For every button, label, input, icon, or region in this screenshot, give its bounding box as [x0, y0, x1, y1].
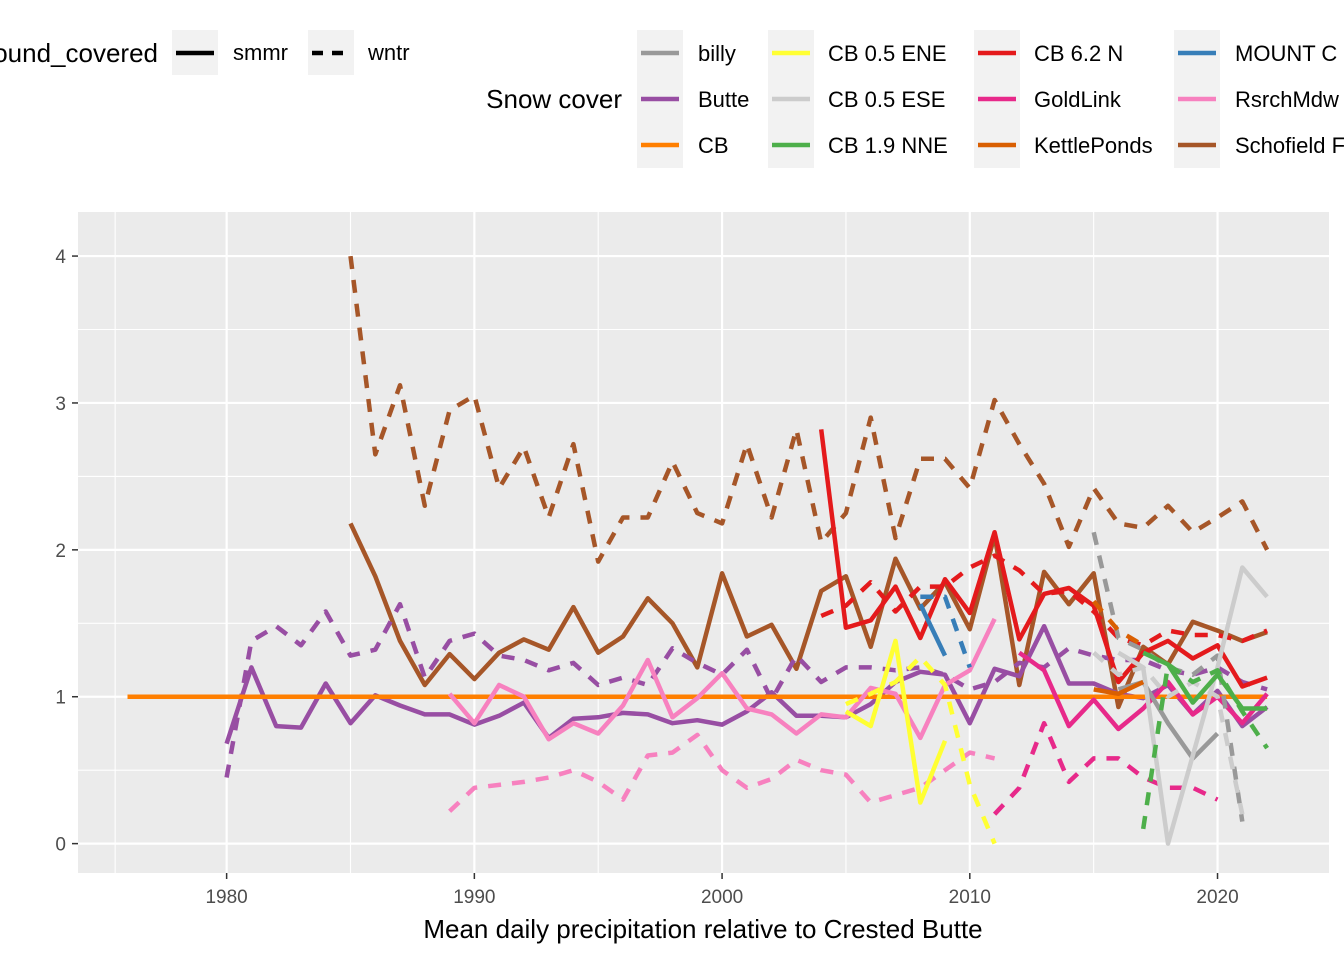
- legend-label-wntr: wntr: [367, 40, 410, 65]
- legend-label-cb-0.5-ene: CB 0.5 ENE: [828, 41, 947, 66]
- series-line-cb-1.9-nne-smmr: [1142, 650, 1268, 711]
- legend-label-schofield-f: Schofield F: [1235, 133, 1344, 158]
- series-line-butte-smmr: [224, 623, 1269, 745]
- series-line-cb-0.5-ene-wntr: [845, 654, 997, 845]
- y-axis: 0 1 2 3 4: [55, 247, 78, 856]
- series-line-cb-6.2-n-wntr: [820, 553, 1268, 648]
- series-line-kettleponds-smmr: [1093, 679, 1145, 697]
- x-tick-label: 2020: [1196, 887, 1238, 908]
- series-line-schofield-f-wntr: [348, 255, 1270, 564]
- color-legend-title: Snow cover: [486, 84, 622, 114]
- series-line-butte-wntr: [224, 601, 1268, 778]
- y-tick-label: 1: [55, 688, 66, 709]
- y-tick-label: 3: [55, 394, 66, 415]
- series-line-rsrchmdw-wntr: [448, 732, 996, 813]
- legend-label-smmr: smmr: [233, 40, 288, 65]
- series-line-kettleponds-wntr: [1091, 599, 1145, 648]
- plot-panel: [78, 212, 1329, 873]
- series-line-mount-c-smmr: [918, 603, 948, 657]
- x-tick-label: 2010: [949, 887, 991, 908]
- legend-label-rsrchmdw: RsrchMdw: [1235, 87, 1339, 112]
- y-tick-label: 0: [55, 835, 66, 856]
- y-tick-label: 2: [55, 541, 66, 562]
- legend-label-butte: Butte: [698, 87, 749, 112]
- legend-label-mount-c: MOUNT C: [1235, 41, 1337, 66]
- legend-label-cb: CB: [698, 133, 729, 158]
- linetype-legend-title: ground_covered: [0, 38, 158, 68]
- series-line-cb-6.2-n-smmr: [818, 429, 1268, 689]
- x-tick-label: 1980: [205, 887, 247, 908]
- linetype-legend: ground_covered smmr wntr: [0, 30, 410, 75]
- series-line-cb-0.5-ene-smmr: [844, 638, 948, 805]
- legend-label-goldlink: GoldLink: [1034, 87, 1122, 112]
- x-axis-title: Mean daily precipitation relative to Cre…: [423, 914, 982, 944]
- series-line-mount-c-wntr: [920, 594, 972, 669]
- y-tick-label: 4: [55, 247, 66, 268]
- series-line-goldlink-wntr: [992, 720, 1219, 816]
- series-lines: [127, 255, 1270, 846]
- legend-label-billy: billy: [698, 41, 736, 66]
- x-axis: 1980 1990 2000 2010 2020: [205, 873, 1239, 908]
- x-tick-label: 2000: [701, 887, 743, 908]
- legend-label-cb-0.5-ese: CB 0.5 ESE: [828, 87, 945, 112]
- color-legend: Snow cover billy Butte CB CB 0.5 ENE CB 0.5 …: [486, 30, 1344, 168]
- legend-label-kettleponds: KettlePonds: [1034, 133, 1153, 158]
- series-line-schofield-f-smmr: [348, 522, 1268, 710]
- legend-label-cb-6.2-n: CB 6.2 N: [1034, 41, 1123, 66]
- legend-label-cb-1.9-nne: CB 1.9 NNE: [828, 133, 948, 158]
- series-line-cb-0.5-ese-wntr: [1092, 651, 1245, 815]
- x-tick-label: 1990: [453, 887, 495, 908]
- series-line-billy-wntr: [1091, 531, 1245, 822]
